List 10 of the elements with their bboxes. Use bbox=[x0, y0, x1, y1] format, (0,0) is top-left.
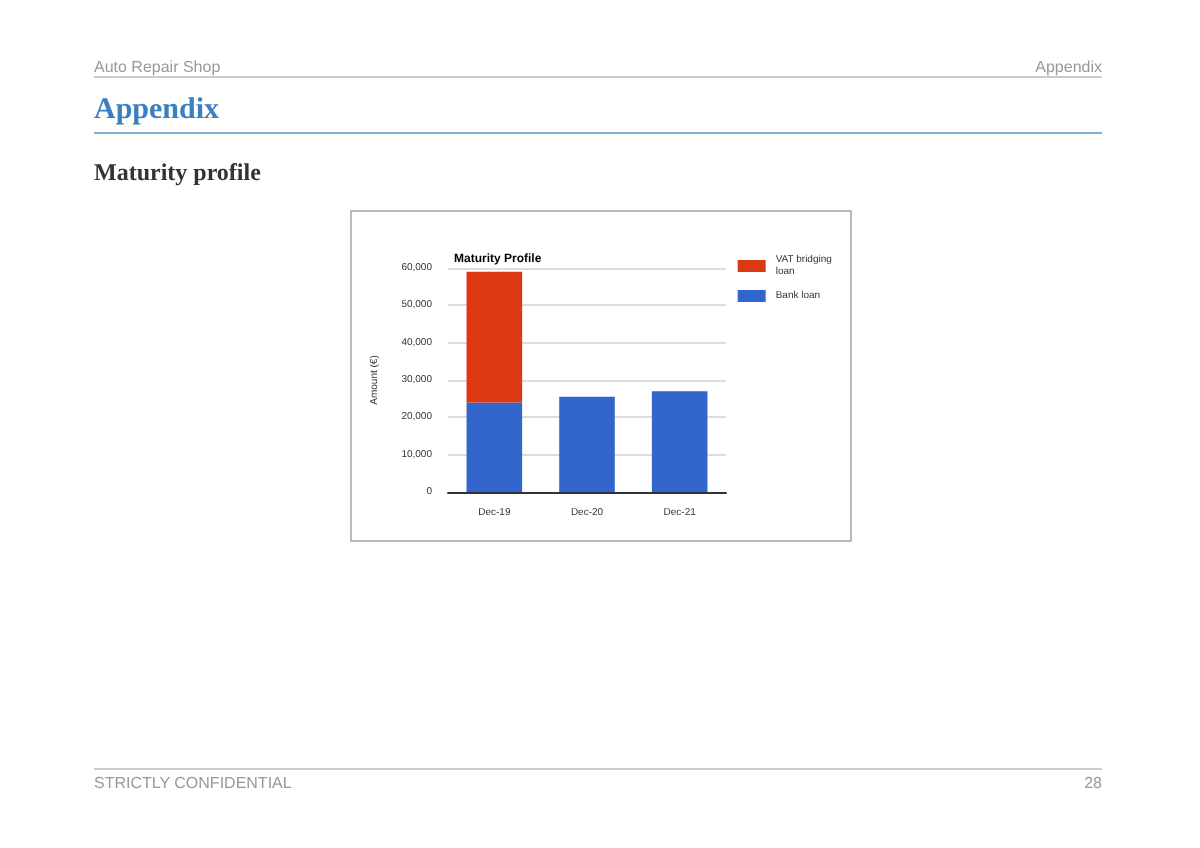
text: 28 bbox=[1084, 774, 1102, 792]
bar bbox=[466, 271, 523, 403]
text: Maturity profile bbox=[94, 158, 261, 188]
bar bbox=[559, 396, 615, 492]
text: Appendix bbox=[1035, 58, 1102, 76]
text: Auto Repair Shop bbox=[94, 58, 221, 76]
bar bbox=[466, 402, 523, 492]
bar bbox=[651, 391, 708, 492]
text: STRICTLY CONFIDENTIAL bbox=[94, 774, 292, 792]
text: Appendix bbox=[94, 94, 220, 128]
